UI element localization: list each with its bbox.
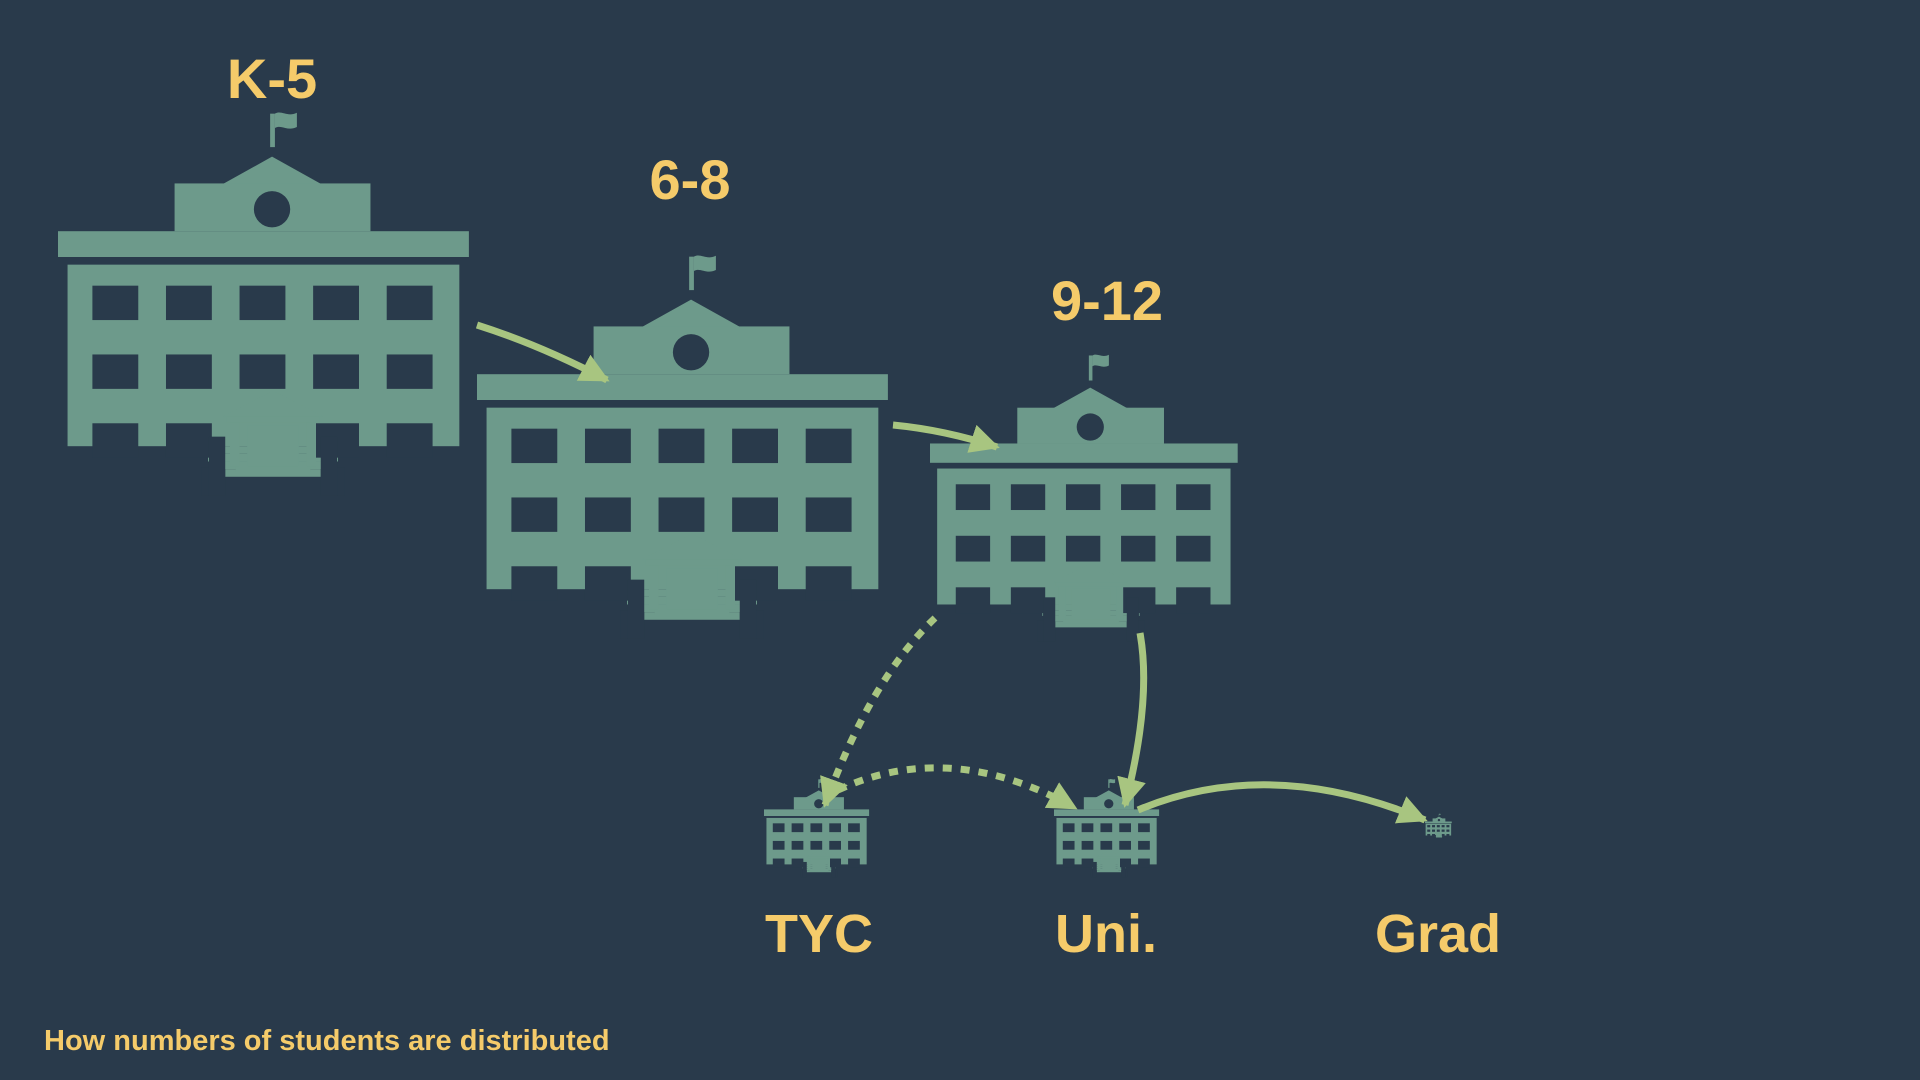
label-tyc: TYC [765, 904, 873, 964]
arrow-tyc-to-uni-dotted [836, 764, 1078, 812]
university-building-icon [1054, 779, 1160, 878]
high-school-building-icon [930, 354, 1238, 642]
arrow-uni-to-grad [1136, 781, 1428, 824]
label-6-8: 6-8 [649, 148, 731, 211]
grad-building-icon [1425, 813, 1452, 839]
label-k5: K-5 [226, 47, 318, 110]
label-grad: Grad [1374, 904, 1502, 964]
label-uni: Uni. [1055, 904, 1157, 964]
middle-school-building-icon [477, 255, 888, 639]
arrow-high-to-tyc-dotted [820, 615, 938, 808]
arrow-middle-to-high [892, 421, 1000, 453]
k5-building-icon [58, 112, 469, 496]
label-9-12: 9-12 [1050, 269, 1164, 332]
arrow-k5-to-middle [475, 321, 610, 384]
tyc-building-icon [764, 779, 870, 878]
arrow-high-to-uni [1117, 632, 1148, 808]
caption: How numbers of students are distributed [44, 1025, 610, 1057]
